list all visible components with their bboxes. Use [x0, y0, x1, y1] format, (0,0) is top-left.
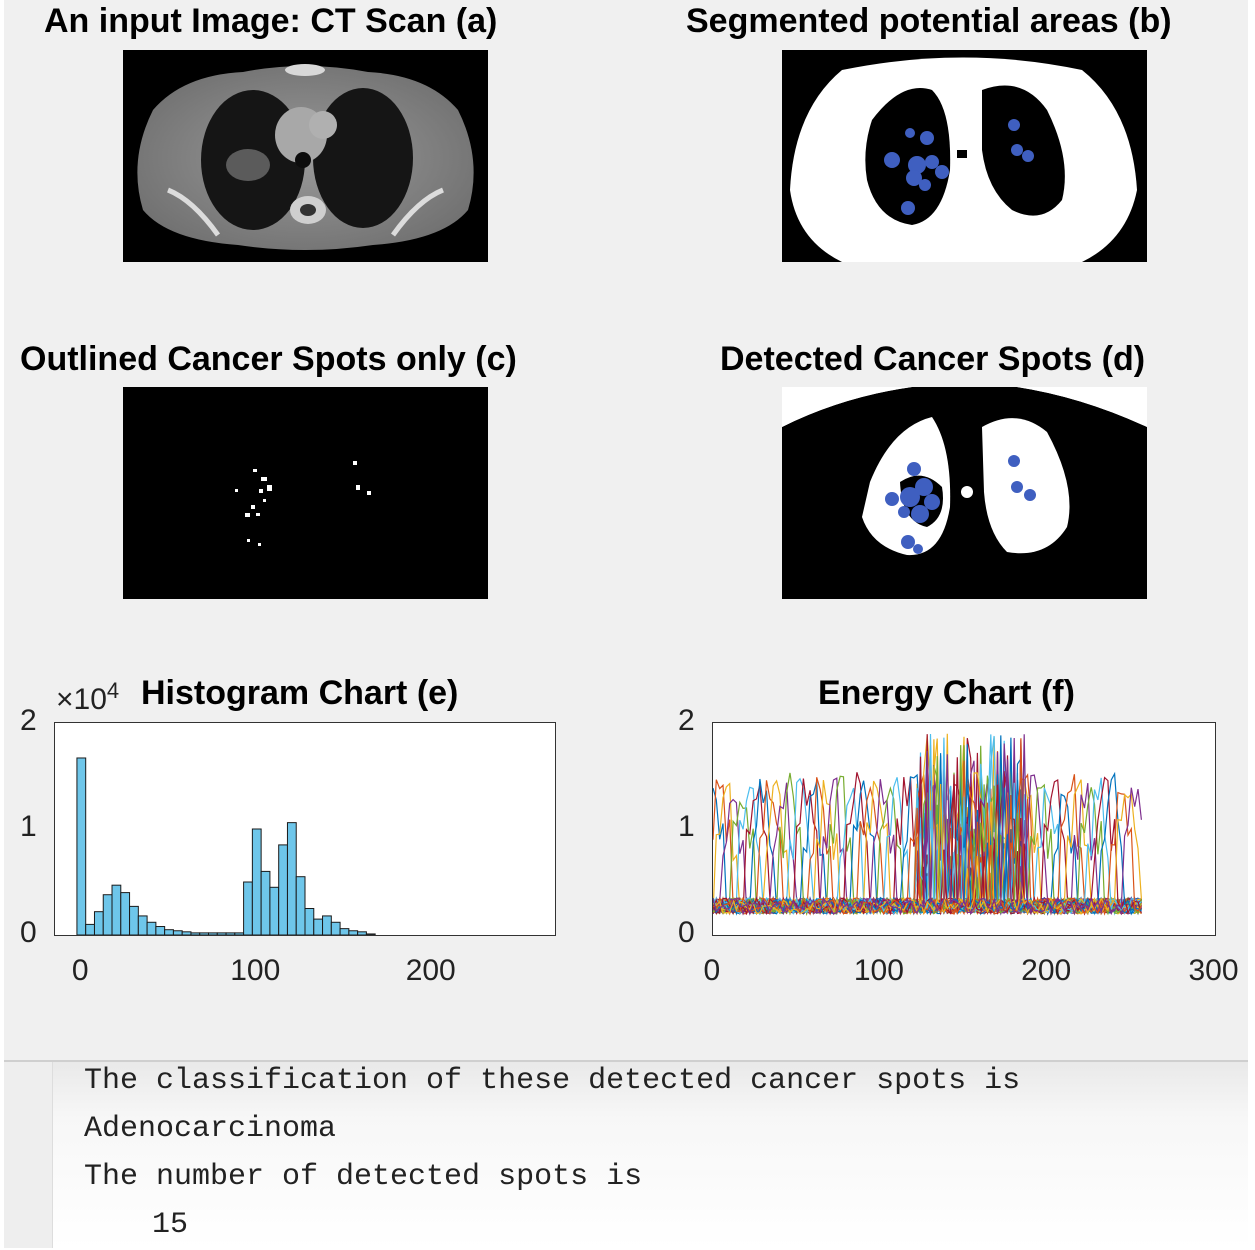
- energy-series-line: [712, 783, 1142, 916]
- energy-xtick: 0: [703, 954, 721, 987]
- energy-xtick: 300: [1188, 954, 1239, 987]
- histogram-bar: [251, 828, 262, 936]
- histogram-bar: [181, 931, 192, 936]
- histogram-ytick: 1: [20, 810, 37, 843]
- histogram-bar: [129, 905, 139, 936]
- histogram-bar: [164, 929, 174, 936]
- histogram-bar: [295, 876, 306, 936]
- histogram-bar: [286, 822, 297, 936]
- histogram-bar: [190, 932, 201, 936]
- histogram-axes: [54, 722, 556, 936]
- histogram-bar: [243, 881, 253, 936]
- histogram-bar: [199, 932, 210, 936]
- histogram-ytick: 2: [20, 704, 37, 737]
- histogram-bar: [365, 933, 376, 936]
- histogram-bar: [322, 915, 332, 936]
- histogram-bar: [348, 930, 359, 936]
- energy-series-line: [712, 791, 1142, 916]
- histogram-bar: [111, 884, 122, 936]
- panel-c-title: Outlined Cancer Spots only (c): [20, 340, 517, 378]
- energy-plot: [712, 733, 1142, 917]
- histogram-bar: [102, 894, 113, 936]
- histogram-xtick: 100: [230, 954, 281, 987]
- histogram-bar: [313, 918, 324, 936]
- histogram-bar: [85, 923, 95, 936]
- histogram-bar: [339, 928, 350, 936]
- energy-ytick: 0: [678, 916, 695, 949]
- histogram-ytick: 0: [20, 916, 37, 949]
- energy-xtick: 200: [1021, 954, 1072, 987]
- panel-b-title: Segmented potential areas (b): [686, 2, 1172, 40]
- console-gutter: [4, 1062, 53, 1248]
- histogram-bar: [304, 908, 315, 936]
- console-line-1: The classification of these detected can…: [84, 1064, 1021, 1098]
- energy-ytick: 2: [678, 704, 695, 737]
- segmented-areas-image: [782, 50, 1147, 262]
- histogram-bar: [93, 911, 104, 936]
- console-line-4: 15: [152, 1208, 189, 1242]
- histogram-title: Histogram Chart (e): [141, 674, 459, 712]
- histogram-xtick: 0: [71, 954, 89, 987]
- histogram-bar: [76, 757, 87, 936]
- console-line-2: Adenocarcinoma: [84, 1112, 337, 1146]
- histogram-bar: [216, 932, 227, 936]
- energy-series-line: [712, 734, 1142, 916]
- panel-d-title: Detected Cancer Spots (d): [720, 340, 1146, 378]
- detected-spots-image: [782, 387, 1147, 599]
- energy-title: Energy Chart (f): [818, 674, 1075, 712]
- histogram-bar: [330, 921, 341, 936]
- panel-a-title: An input Image: CT Scan (a): [44, 2, 498, 40]
- histogram-bar: [208, 932, 218, 936]
- histogram-bar: [137, 915, 148, 936]
- energy-axes: [712, 722, 1216, 936]
- histogram-bar: [225, 932, 236, 936]
- command-window: The classification of these detected can…: [4, 1060, 1248, 1248]
- figure-window: An input Image: CT Scan (a) Segmented po…: [4, 0, 1248, 1060]
- histogram-bar: [155, 926, 166, 936]
- histogram-plot: [76, 757, 376, 936]
- outlined-spots-image: [123, 387, 488, 599]
- histogram-bar: [357, 931, 367, 936]
- histogram-bar: [269, 886, 280, 936]
- histogram-bar: [234, 932, 245, 936]
- histogram-bar: [278, 844, 288, 936]
- histogram-bar: [146, 921, 157, 936]
- histogram-bar: [120, 892, 131, 936]
- histogram-xtick: 200: [405, 954, 456, 987]
- energy-xtick: 100: [853, 954, 904, 987]
- histogram-bar: [172, 930, 183, 936]
- console-line-3: The number of detected spots is: [84, 1160, 643, 1194]
- ct-scan-image: [123, 50, 488, 262]
- energy-ytick: 1: [678, 810, 695, 843]
- histogram-bar: [260, 870, 271, 936]
- histogram-exponent: ×104: [56, 678, 120, 716]
